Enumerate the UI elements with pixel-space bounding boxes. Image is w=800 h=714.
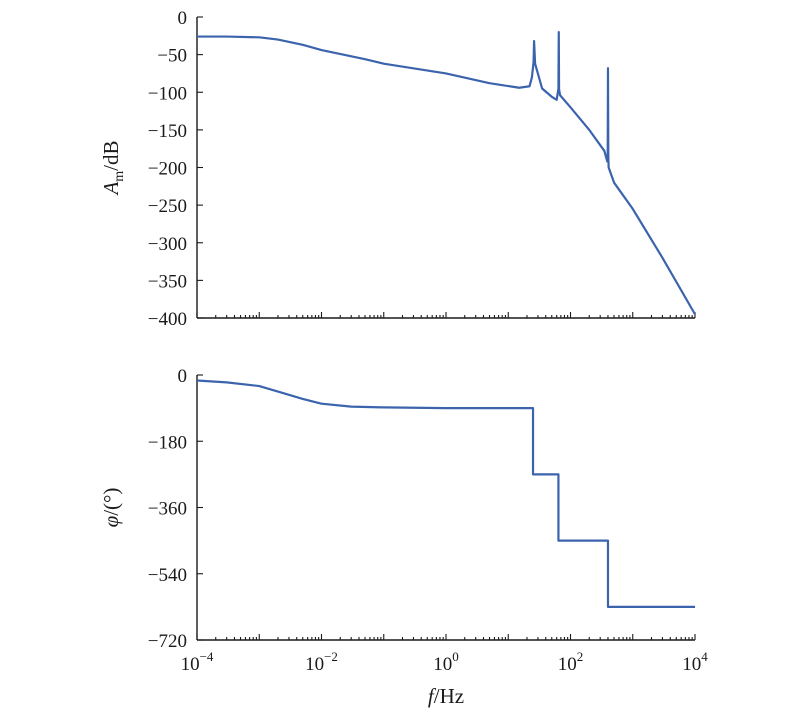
y-tick-label: −540 — [148, 565, 187, 586]
y-tick-label: −360 — [148, 499, 187, 520]
y-tick-label: −250 — [148, 196, 187, 217]
y-tick-label: 0 — [178, 8, 188, 29]
y-tick-label: −400 — [148, 309, 187, 330]
x-tick-label: 104 — [682, 649, 708, 675]
x-tick-label: 100 — [433, 649, 459, 675]
y-tick-label: −180 — [148, 432, 187, 453]
x-tick-label: 102 — [558, 649, 584, 675]
y-tick-label: −150 — [148, 121, 187, 142]
x-axis-title: f/Hz — [428, 684, 464, 708]
y-tick-label: 0 — [178, 366, 188, 387]
x-tick-label: 10−2 — [305, 649, 338, 675]
magnitude-panel: 0 −50 −100 −150 −200 −250 −300 −350 −400 Am/dB — [99, 8, 696, 330]
y-tick-label: −200 — [148, 159, 187, 180]
series-line — [197, 30, 696, 315]
y-tick-label: −100 — [148, 83, 187, 104]
y-axis-title: φ/(°) — [99, 488, 123, 528]
x-tick-label: 10−4 — [181, 649, 214, 675]
y-axis-title: Am/dB — [99, 140, 127, 196]
y-tick-label: −300 — [148, 234, 187, 255]
y-tick-label: −50 — [157, 46, 187, 67]
series-line — [196, 379, 695, 608]
y-tick-label: −720 — [148, 631, 187, 652]
y-tick-label: −350 — [148, 271, 187, 292]
